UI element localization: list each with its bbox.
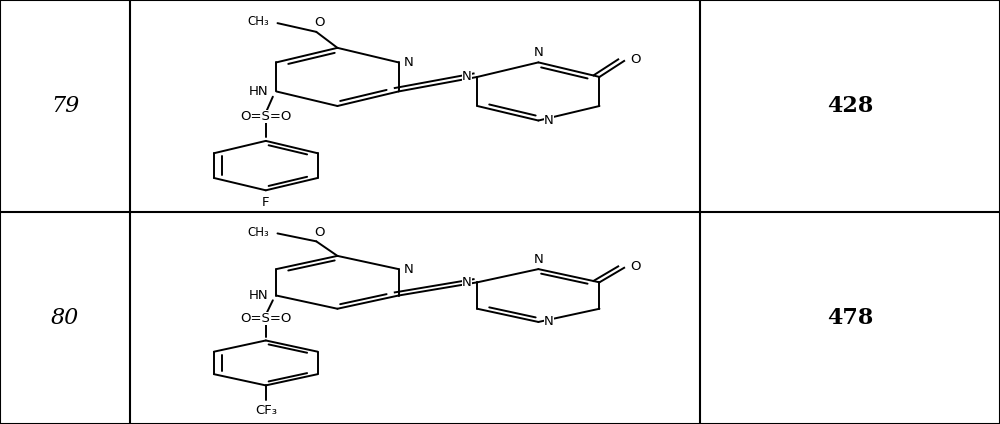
- Text: CH₃: CH₃: [247, 226, 269, 239]
- Text: N: N: [534, 253, 543, 266]
- Text: 478: 478: [827, 307, 873, 329]
- Text: O: O: [315, 16, 325, 29]
- Text: 80: 80: [51, 307, 79, 329]
- Text: 428: 428: [827, 95, 873, 117]
- Text: F: F: [262, 195, 270, 209]
- Text: CF₃: CF₃: [255, 404, 277, 417]
- Text: N: N: [462, 276, 472, 289]
- Text: O: O: [630, 53, 640, 66]
- Text: HN: HN: [248, 289, 268, 302]
- Text: N: N: [404, 56, 414, 69]
- Text: O: O: [630, 260, 640, 273]
- Text: O=S=O: O=S=O: [240, 312, 291, 324]
- Text: CH₃: CH₃: [247, 15, 269, 28]
- Text: HN: HN: [248, 85, 268, 98]
- Text: O: O: [315, 226, 325, 239]
- Text: N: N: [534, 46, 543, 59]
- Text: N: N: [544, 114, 554, 127]
- Text: O=S=O: O=S=O: [240, 110, 291, 123]
- Text: 79: 79: [51, 95, 79, 117]
- Text: N: N: [462, 70, 472, 84]
- Text: N: N: [404, 262, 414, 276]
- Text: N: N: [544, 315, 554, 329]
